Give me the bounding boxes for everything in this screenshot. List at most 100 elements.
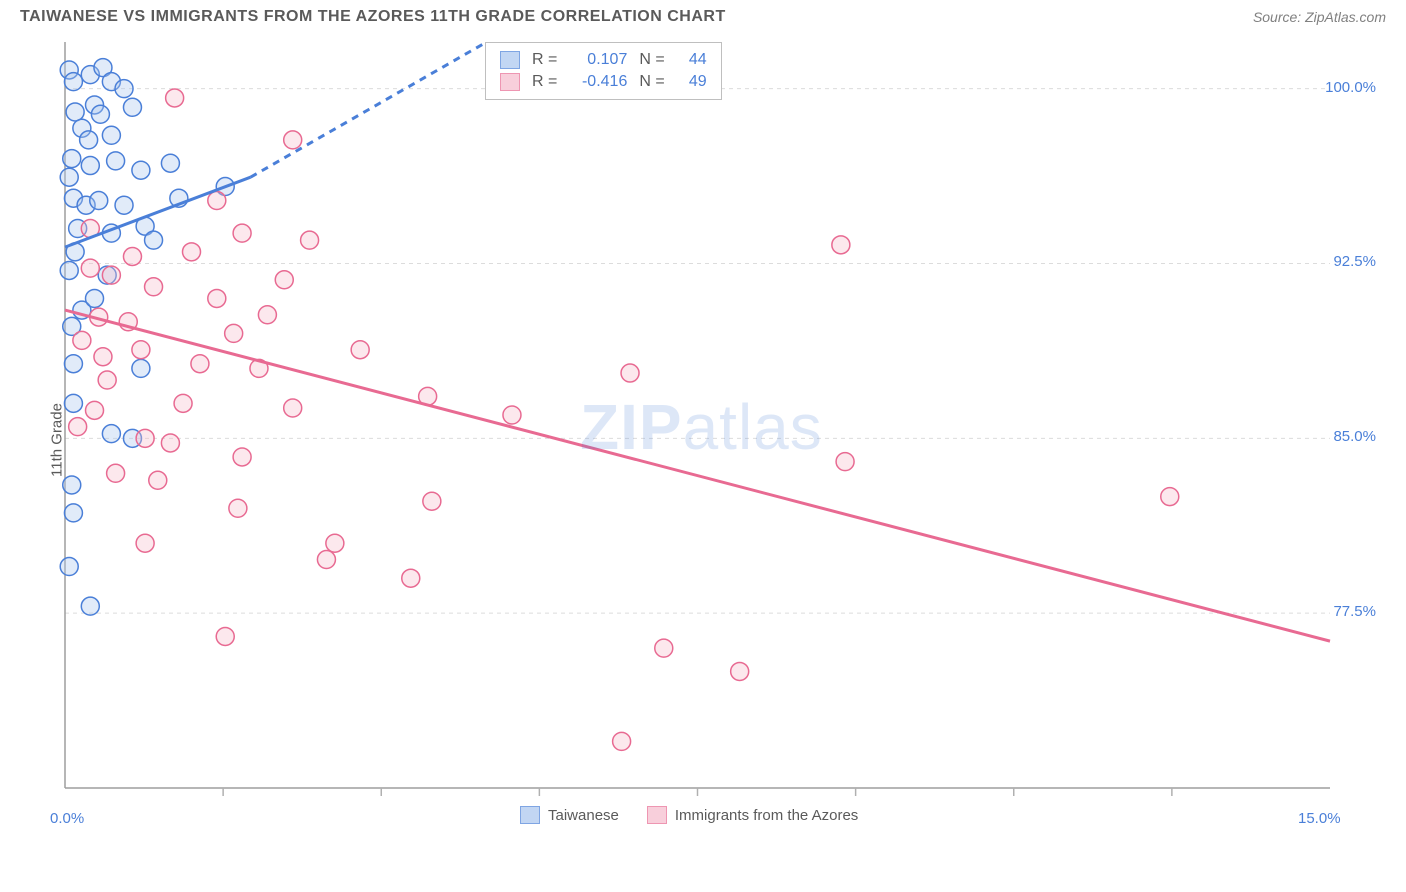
xtick-label-min: 0.0%: [50, 810, 84, 827]
chart-header: TAIWANESE VS IMMIGRANTS FROM THE AZORES …: [0, 0, 1406, 30]
legend-r-value: 0.107: [569, 51, 627, 69]
scatter-point: [136, 429, 154, 447]
scatter-point: [284, 399, 302, 417]
scatter-point: [107, 152, 125, 170]
scatter-point: [73, 331, 91, 349]
scatter-point: [229, 499, 247, 517]
scatter-point: [149, 471, 167, 489]
legend-n-value: 44: [677, 51, 707, 69]
scatter-point: [102, 266, 120, 284]
bottom-legend-label: Immigrants from the Azores: [675, 807, 858, 824]
legend-r-label: R =: [532, 51, 557, 69]
scatter-point: [208, 289, 226, 307]
scatter-point: [115, 80, 133, 98]
scatter-point: [161, 434, 179, 452]
ytick-label: 100.0%: [1325, 79, 1376, 96]
scatter-point: [836, 453, 854, 471]
scatter-point: [216, 627, 234, 645]
scatter-point: [80, 131, 98, 149]
scatter-point: [832, 236, 850, 254]
scatter-point: [233, 224, 251, 242]
scatter-point: [90, 192, 108, 210]
scatter-point: [275, 271, 293, 289]
scatter-point: [183, 243, 201, 261]
scatter-point: [136, 534, 154, 552]
scatter-point: [132, 359, 150, 377]
legend-n-label: N =: [639, 73, 664, 91]
scatter-point: [86, 401, 104, 419]
scatter-point: [102, 126, 120, 144]
scatter-point: [161, 154, 179, 172]
scatter-point: [233, 448, 251, 466]
scatter-point: [107, 464, 125, 482]
scatter-point: [102, 425, 120, 443]
legend-r-label: R =: [532, 73, 557, 91]
scatter-point: [301, 231, 319, 249]
bottom-legend-item: Taiwanese: [520, 806, 619, 824]
scatter-point: [132, 341, 150, 359]
scatter-point: [351, 341, 369, 359]
xtick-label-max: 15.0%: [1298, 810, 1341, 827]
legend-n-label: N =: [639, 51, 664, 69]
scatter-point: [731, 662, 749, 680]
legend-swatch: [500, 73, 520, 91]
bottom-legend-label: Taiwanese: [548, 807, 619, 824]
legend-swatch: [647, 806, 667, 824]
scatter-point: [166, 89, 184, 107]
scatter-point: [258, 306, 276, 324]
scatter-point: [655, 639, 673, 657]
scatter-point: [123, 98, 141, 116]
scatter-point: [115, 196, 133, 214]
scatter-point: [63, 150, 81, 168]
ytick-label: 92.5%: [1333, 253, 1376, 270]
scatter-point: [64, 355, 82, 373]
scatter-point: [1161, 488, 1179, 506]
scatter-chart: [20, 30, 1386, 850]
bottom-legend-item: Immigrants from the Azores: [647, 806, 858, 824]
scatter-point: [503, 406, 521, 424]
y-axis-label: 11th Grade: [48, 403, 65, 477]
legend-swatch: [520, 806, 540, 824]
chart-source: Source: ZipAtlas.com: [1253, 9, 1386, 25]
scatter-point: [64, 504, 82, 522]
scatter-point: [145, 278, 163, 296]
legend-stats-row: R = -0.416 N = 49: [500, 71, 707, 93]
scatter-point: [132, 161, 150, 179]
scatter-point: [64, 394, 82, 412]
trend-line: [65, 310, 1330, 641]
scatter-point: [423, 492, 441, 510]
scatter-point: [284, 131, 302, 149]
scatter-point: [81, 259, 99, 277]
scatter-point: [402, 569, 420, 587]
scatter-point: [326, 534, 344, 552]
scatter-point: [60, 261, 78, 279]
scatter-point: [208, 192, 226, 210]
scatter-point: [98, 371, 116, 389]
scatter-point: [66, 103, 84, 121]
legend-stats-row: R = 0.107 N = 44: [500, 49, 707, 71]
ytick-label: 77.5%: [1333, 603, 1376, 620]
scatter-point: [225, 324, 243, 342]
scatter-point: [94, 348, 112, 366]
trend-line-dash: [251, 42, 487, 177]
scatter-point: [60, 168, 78, 186]
chart-container: 11th Grade R = 0.107 N = 44 R = -0.416 N = 49 T…: [20, 30, 1386, 850]
scatter-point: [81, 597, 99, 615]
chart-title: TAIWANESE VS IMMIGRANTS FROM THE AZORES …: [20, 8, 726, 26]
scatter-point: [174, 394, 192, 412]
legend-r-value: -0.416: [569, 73, 627, 91]
bottom-legend: Taiwanese Immigrants from the Azores: [520, 806, 858, 824]
scatter-point: [621, 364, 639, 382]
legend-stats-box: R = 0.107 N = 44 R = -0.416 N = 49: [485, 42, 722, 100]
ytick-label: 85.0%: [1333, 428, 1376, 445]
scatter-point: [191, 355, 209, 373]
scatter-point: [317, 551, 335, 569]
legend-swatch: [500, 51, 520, 69]
scatter-point: [145, 231, 163, 249]
legend-n-value: 49: [677, 73, 707, 91]
scatter-point: [91, 105, 109, 123]
scatter-point: [63, 476, 81, 494]
scatter-point: [81, 157, 99, 175]
scatter-point: [86, 289, 104, 307]
scatter-point: [64, 73, 82, 91]
